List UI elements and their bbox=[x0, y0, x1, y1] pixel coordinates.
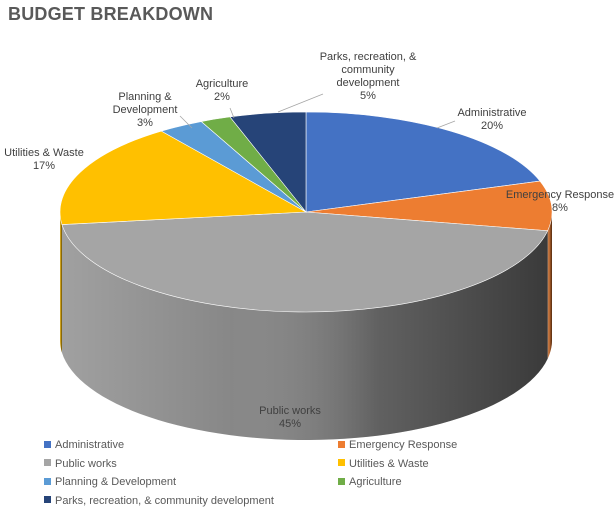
data-label-line: 2% bbox=[214, 91, 230, 103]
data-label-line: Parks, recreation, & bbox=[320, 51, 417, 63]
legend-label: Utilities & Waste bbox=[349, 457, 429, 470]
legend-item-utilities-and-waste: Utilities & Waste bbox=[338, 456, 429, 472]
legend-item-planning-and-development: Planning & Development bbox=[44, 474, 176, 490]
data-label-line: Development bbox=[113, 104, 178, 116]
legend-swatch bbox=[44, 459, 51, 467]
data-label-utilities-and-waste: Utilities & Waste 17% bbox=[4, 147, 84, 172]
data-label-line: 17% bbox=[33, 160, 55, 172]
pie-side-shade-emergency-response bbox=[547, 212, 552, 359]
pie-slice-public-works bbox=[61, 211, 549, 313]
leader-line-planning-and-development bbox=[179, 115, 193, 129]
data-label-line: 20% bbox=[481, 120, 503, 132]
pie-side-shade-public-works bbox=[61, 224, 548, 440]
data-label-emergency-response: Emergency Response 8% bbox=[506, 189, 614, 214]
pie-slice-utilities-and-waste bbox=[59, 130, 308, 225]
legend-item-administrative: Administrative bbox=[44, 437, 124, 453]
data-label-line: Planning & bbox=[118, 91, 172, 103]
data-label-line: community bbox=[341, 64, 395, 76]
legend-swatch bbox=[338, 477, 345, 485]
legend-swatch bbox=[338, 459, 345, 467]
legend-label: Administrative bbox=[55, 439, 125, 451]
data-label-agriculture: Agriculture 2% bbox=[196, 78, 249, 103]
leader-line-agriculture bbox=[229, 107, 235, 119]
data-label-line: Agriculture bbox=[196, 78, 249, 90]
legend-label: Agriculture bbox=[349, 476, 402, 488]
legend-swatch bbox=[44, 440, 51, 448]
legend-item-emergency-response: Emergency Response bbox=[338, 437, 457, 453]
legend-swatch bbox=[338, 440, 345, 448]
data-label-line: Administrative bbox=[457, 107, 526, 119]
leader-line-administrative bbox=[436, 120, 456, 129]
legend-label: Emergency Response bbox=[349, 439, 458, 451]
legend-item-public-works: Public works bbox=[44, 456, 117, 472]
legend-item-parks-recreation-and-community-development: Parks, recreation, & community developme… bbox=[44, 493, 274, 509]
pie-side-shade-utilities-and-waste bbox=[60, 212, 62, 353]
chart-title: BUDGET BREAKDOWN bbox=[8, 4, 214, 24]
pie-slice-administrative bbox=[305, 111, 541, 213]
data-label-planning-and-development: Planning & Development 3% bbox=[113, 91, 178, 129]
data-label-administrative: Administrative 20% bbox=[457, 107, 526, 132]
legend-swatch bbox=[44, 477, 51, 485]
legend-label: Parks, recreation, & community developme… bbox=[55, 494, 274, 507]
data-label-line: Utilities & Waste bbox=[4, 147, 84, 159]
legend-item-agriculture: Agriculture bbox=[338, 474, 402, 490]
legend-swatch bbox=[44, 496, 51, 504]
leader-line-parks-recreation-and-community-development bbox=[277, 93, 324, 113]
data-label-line: 8% bbox=[552, 202, 568, 214]
legend-label: Planning & Development bbox=[55, 476, 177, 488]
data-label-line: 45% bbox=[279, 418, 301, 430]
data-label-line: Emergency Response bbox=[506, 189, 614, 201]
data-label-line: 5% bbox=[360, 90, 376, 102]
data-label-line: 3% bbox=[137, 117, 153, 129]
data-label-parks-recreation-and-community-development: Parks, recreation, & community development… bbox=[320, 51, 417, 102]
data-label-line: development bbox=[337, 77, 400, 89]
data-label-public-works: Public works 45% bbox=[259, 405, 321, 430]
legend-label: Public works bbox=[55, 457, 117, 470]
data-label-line: Public works bbox=[259, 405, 321, 417]
pie-slice-parks-recreation-and-community-development bbox=[229, 111, 307, 213]
pie-slice-emergency-response bbox=[305, 180, 553, 232]
